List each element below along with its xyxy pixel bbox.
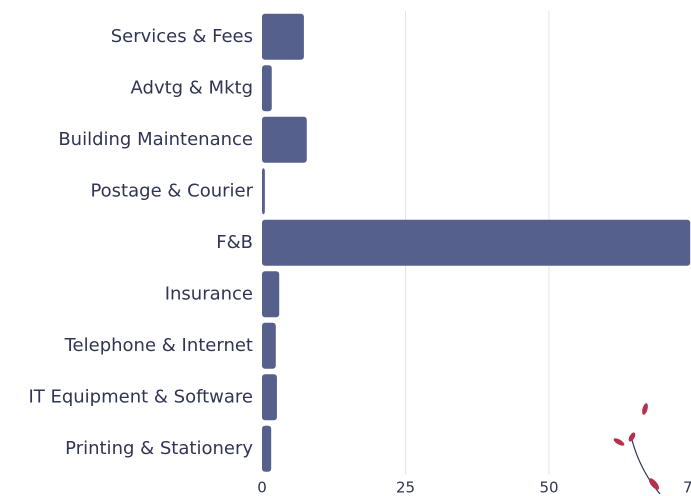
bar <box>262 117 307 163</box>
bar <box>262 14 304 60</box>
y-tick-label: IT Equipment & Software <box>28 386 253 407</box>
chart: 0 25 50 75 Services & Fees Advtg & Mktg Buildi… <box>0 0 691 496</box>
bar <box>262 271 279 317</box>
decoration <box>613 403 661 494</box>
y-tick-label: Advtg & Mktg <box>131 77 253 98</box>
bar <box>262 374 277 420</box>
x-tick-label: 0 <box>257 479 267 496</box>
x-tick-label: 75 <box>683 479 691 496</box>
bar <box>262 168 265 214</box>
page: {"chart_data": {"type": "bar", "orientat… <box>0 0 691 496</box>
y-tick-label: Services & Fees <box>111 26 253 47</box>
y-tick-label: F&B <box>216 232 253 253</box>
bar <box>262 426 271 472</box>
y-tick-label: Building Maintenance <box>58 129 253 150</box>
bar <box>262 220 690 266</box>
bar <box>262 65 272 111</box>
x-tick-label: 25 <box>396 479 415 496</box>
y-tick-label: Insurance <box>165 283 253 304</box>
x-tick-label: 50 <box>539 479 558 496</box>
y-tick-label: Telephone & Internet <box>64 335 253 356</box>
y-tick-label: Postage & Courier <box>90 180 253 201</box>
y-tick-label: Printing & Stationery <box>65 438 253 459</box>
bar <box>262 323 276 369</box>
